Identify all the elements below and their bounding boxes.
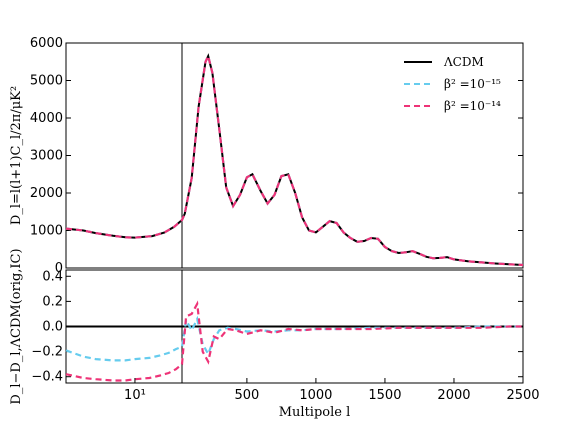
bottom-panel: −0.4 −0.2 0.0 0.2 0.4 10¹ 500 1000 1500 2000 2500 (31, 269, 539, 403)
y-tick-label: 5000 (30, 74, 63, 89)
series-line-2 (65, 52, 524, 267)
legend-label: β² =10⁻¹⁵ (444, 77, 501, 91)
x-tick-label: 2500 (506, 388, 539, 403)
legend: ΛCDM β² =10⁻¹⁵ β² =10⁻¹⁴ (404, 55, 501, 113)
y-tick-label: 0.2 (42, 294, 63, 309)
y-tick-label: 0 (55, 261, 63, 276)
y-tick-label: 0.0 (42, 320, 63, 335)
y-tick-label: 6000 (30, 36, 63, 51)
series-line-1 (65, 315, 523, 362)
y-tick-label: 1000 (30, 224, 63, 239)
y-tick-label: −0.2 (31, 345, 63, 360)
top-y-axis-label: D_l=l(l+1)C_l/2π/μK² (9, 86, 24, 225)
x-tick-label: 500 (234, 388, 259, 403)
y-tick-label: 4000 (30, 111, 63, 126)
bottom-y-axis-label: D_l−D_l,ΛCDM(orig,IC) (9, 248, 24, 404)
y-tick-label: 2000 (30, 186, 63, 201)
x-tick-label: 1000 (299, 388, 332, 403)
x-tick-label: 2000 (437, 388, 470, 403)
top-panel: 0 1000 2000 3000 4000 5000 6000 (30, 36, 524, 276)
x-axis-label: Multipole l (279, 405, 351, 420)
y-tick-label: 0.4 (42, 269, 63, 284)
x-tick-label: 1500 (368, 388, 401, 403)
y-tick-label: −0.4 (31, 370, 63, 385)
legend-label: β² =10⁻¹⁴ (444, 99, 501, 113)
x-tick-label: 10¹ (124, 388, 146, 403)
y-tick-label: 3000 (30, 149, 63, 164)
legend-label: ΛCDM (443, 55, 484, 69)
series-line-2 (65, 300, 523, 382)
